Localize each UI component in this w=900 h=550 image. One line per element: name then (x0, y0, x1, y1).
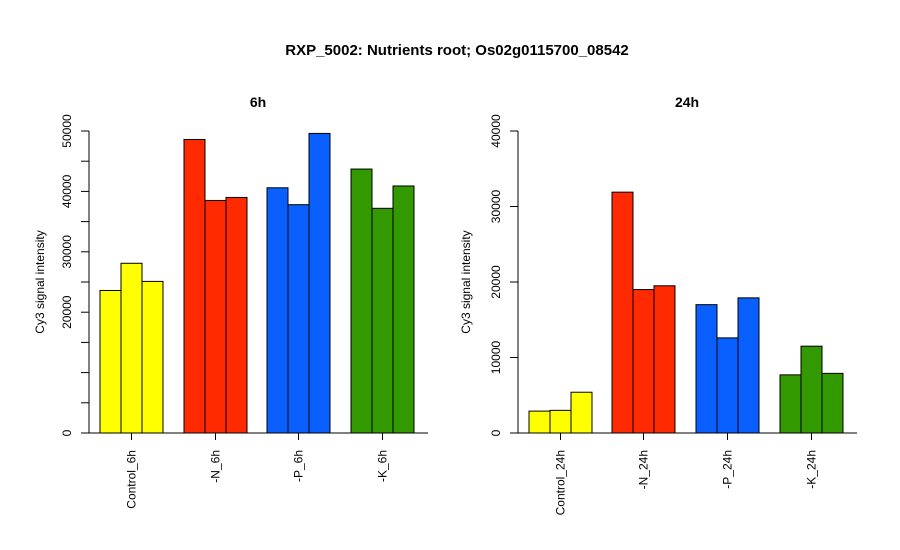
y-tick-label-0-0: 0 (60, 429, 74, 436)
panel-title-1: 24h (675, 94, 699, 110)
bar-0-2-1 (287, 204, 310, 434)
x-tick-label-1-3: -K_24h (805, 450, 819, 489)
y-tick-label-1-2: 20000 (489, 265, 503, 299)
bar-0-1-2 (225, 196, 248, 434)
x-tick-label-1-2: -P_24h (721, 450, 735, 489)
x-tick-label-0-1: -N_6h (209, 450, 223, 483)
bar-0-0-0 (99, 289, 122, 434)
bar-1-2-2 (737, 297, 760, 434)
y-tick-label-0-3: 40000 (60, 174, 74, 208)
bar-0-1-0 (183, 138, 206, 434)
y-tick-label-1-0: 0 (489, 429, 503, 436)
x-tick-label-0-0: Control_6h (125, 450, 139, 509)
bar-0-3-2 (392, 185, 415, 434)
bar-0-2-0 (266, 187, 289, 434)
bar-0-1-1 (204, 199, 227, 434)
y-axis-label-0: Cy3 signal intensity (33, 230, 47, 333)
bar-1-2-0 (695, 304, 718, 434)
bar-1-1-1 (632, 289, 655, 434)
bar-1-2-1 (716, 337, 739, 434)
bar-0-3-0 (350, 168, 373, 434)
y-tick-label-1-4: 40000 (489, 114, 503, 148)
bar-1-0-1 (549, 409, 572, 434)
y-axis-label-1: Cy3 signal intensity (459, 230, 473, 333)
bar-1-3-1 (800, 345, 823, 434)
bar-0-2-2 (308, 132, 331, 434)
bar-1-1-0 (611, 191, 634, 434)
y-tick-label-0-1: 20000 (60, 295, 74, 329)
y-tick-label-1-3: 30000 (489, 189, 503, 223)
bar-0-3-1 (371, 207, 394, 434)
main-title: RXP_5002: Nutrients root; Os02g0115700_0… (285, 42, 629, 59)
panel-title-0: 6h (250, 94, 266, 110)
y-tick-label-0-4: 50000 (60, 114, 74, 148)
bar-1-0-0 (528, 410, 551, 434)
bar-1-1-2 (653, 285, 676, 434)
y-tick-label-0-2: 30000 (60, 235, 74, 269)
x-tick-label-0-2: -P_6h (292, 450, 306, 482)
bar-1-3-0 (779, 374, 802, 434)
bar-0-0-1 (120, 262, 143, 434)
x-tick-label-0-3: -K_6h (376, 450, 390, 482)
bar-0-0-2 (141, 280, 164, 434)
y-tick-label-1-1: 10000 (489, 340, 503, 374)
bar-1-0-2 (570, 391, 593, 434)
x-tick-label-1-0: Control_24h (554, 450, 568, 515)
x-tick-label-1-1: -N_24h (637, 450, 651, 489)
bar-1-3-2 (821, 372, 844, 434)
